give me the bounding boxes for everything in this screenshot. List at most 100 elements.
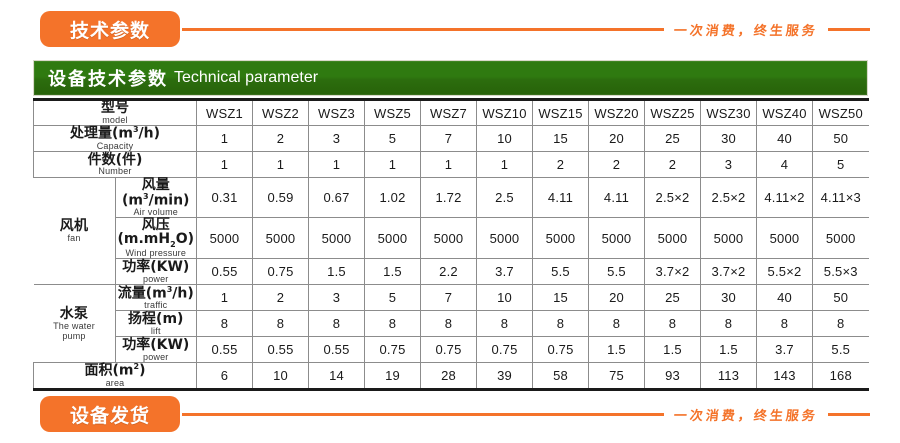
table-row: 功率(KW) power 0.55 0.55 0.55 0.75 0.75 0.… [34, 336, 869, 364]
row-group-en-line2: pump [62, 330, 86, 341]
technical-parameter-table: 型号 model WSZ1 WSZ2 WSZ3 WSZ5 WSZ7 WSZ10 … [33, 98, 869, 391]
row-label-area: 面积(m2) area [33, 362, 197, 390]
cell: 5000 [532, 216, 589, 260]
bottom-section-pill-label: 设备发货 [69, 405, 150, 427]
cell: 1.72 [420, 177, 477, 218]
bottom-section-pill[interactable]: 设备发货 [40, 396, 180, 432]
row-group-pump: 水泵 The water pump [33, 284, 116, 364]
cell: 5000 [588, 216, 645, 260]
cell: 25 [644, 284, 701, 312]
row-label-cn: 风量(m3/min) [122, 177, 190, 209]
cell: 3.7 [476, 258, 533, 286]
bottom-banner-slogan: 一次消费，终生服务 [672, 408, 819, 424]
cell: 5000 [420, 216, 477, 260]
cell: 5000 [308, 216, 365, 260]
cell: 5000 [196, 216, 253, 260]
cell: 15 [532, 125, 589, 152]
cell: 5000 [252, 216, 309, 260]
cell: 5 [812, 151, 869, 178]
cell: 93 [644, 362, 701, 390]
cell: 8 [308, 310, 365, 338]
row-label-pump-power: 功率(KW) power [114, 336, 197, 364]
cell: 8 [644, 310, 701, 338]
cell: 0.55 [196, 258, 253, 286]
top-banner-slogan: 一次消费，终生服务 [672, 23, 819, 39]
bottom-section-banner: 设备发货 一次消费，终生服务 [0, 385, 900, 443]
cell: 1.5 [364, 258, 421, 286]
row-label-en: lift [150, 325, 161, 336]
row-group-en: fan [67, 233, 81, 244]
cell: 3 [308, 284, 365, 312]
cell: 1.5 [588, 336, 645, 364]
cell: 5.5 [588, 258, 645, 286]
row-label-en: traffic [144, 300, 168, 310]
cell: WSZ15 [532, 99, 589, 126]
row-label-en: model [102, 114, 128, 125]
cell: 4.11×2 [756, 177, 813, 218]
cell: 0.75 [364, 336, 421, 364]
cell: 8 [420, 310, 477, 338]
top-section-banner: 技术参数 一次消费，终生服务 [0, 0, 900, 58]
cell: 3 [308, 125, 365, 152]
cell: WSZ50 [812, 99, 869, 126]
table-row: 风压(m.mH2O) Wind pressure 5000 5000 5000 … [34, 216, 869, 260]
cell: 8 [812, 310, 869, 338]
row-label-cn: 件数(件) [87, 151, 143, 168]
cell: 2.5×2 [700, 177, 757, 218]
cell: 5000 [700, 216, 757, 260]
table-row: 处理量(m3/h) Capacity 1 2 3 5 7 10 15 20 25… [33, 125, 869, 152]
cell: 1.5 [308, 258, 365, 286]
cell: 168 [812, 362, 869, 390]
cell: 10 [476, 284, 533, 312]
row-label-en: Air volume [133, 206, 178, 217]
cell: WSZ1 [196, 99, 253, 126]
cell: 39 [476, 362, 533, 390]
cell: 40 [756, 284, 813, 312]
cell: 4.11×3 [812, 177, 869, 218]
cell: 50 [812, 125, 869, 152]
table-row: 型号 model WSZ1 WSZ2 WSZ3 WSZ5 WSZ7 WSZ10 … [33, 99, 869, 126]
row-group-cn: 风机 [59, 217, 89, 234]
row-label-en: power [142, 351, 169, 362]
row-label-wind-pressure: 风压(m.mH2O) Wind pressure [114, 216, 197, 260]
table-row: 面积(m2) area 6 10 14 19 28 39 58 75 93 11… [33, 362, 869, 390]
cell: 4 [756, 151, 813, 178]
cell: 5000 [812, 216, 869, 260]
cell: 2.2 [420, 258, 477, 286]
cell: 1 [252, 151, 309, 178]
cell: 0.75 [420, 336, 477, 364]
cell: 5000 [476, 216, 533, 260]
cell: 8 [364, 310, 421, 338]
cell: 2 [644, 151, 701, 178]
row-label-capacity: 处理量(m3/h) Capacity [33, 125, 197, 152]
cell: 5.5 [812, 336, 869, 364]
cell: 14 [308, 362, 365, 390]
cell: 20 [588, 284, 645, 312]
top-section-pill[interactable]: 技术参数 [40, 11, 180, 47]
cell: 25 [644, 125, 701, 152]
cell: WSZ3 [308, 99, 365, 126]
cell: 1.5 [700, 336, 757, 364]
cell: WSZ40 [756, 99, 813, 126]
cell: 5 [364, 125, 421, 152]
cell: 0.55 [196, 336, 253, 364]
cell: 5 [364, 284, 421, 312]
row-label-en: Number [98, 166, 132, 177]
cell: 5.5×2 [756, 258, 813, 286]
cell: 7 [420, 125, 477, 152]
cell: 1 [308, 151, 365, 178]
row-label-cn: 处理量(m3/h) [69, 125, 161, 143]
top-banner-rule-left [182, 27, 664, 31]
row-label-fan-power: 功率(KW) power [114, 258, 197, 286]
row-label-number: 件数(件) Number [33, 151, 197, 178]
cell: 8 [476, 310, 533, 338]
bottom-banner-rule-left [182, 412, 664, 416]
cell: 2 [252, 125, 309, 152]
bottom-banner-rule-right [828, 412, 870, 416]
cell: 8 [588, 310, 645, 338]
cell: 0.59 [252, 177, 309, 218]
table-row: 扬程(m) lift 8 8 8 8 8 8 8 8 8 8 8 8 [34, 310, 869, 338]
cell: 3.7 [756, 336, 813, 364]
cell: 1.02 [364, 177, 421, 218]
cell: WSZ20 [588, 99, 645, 126]
